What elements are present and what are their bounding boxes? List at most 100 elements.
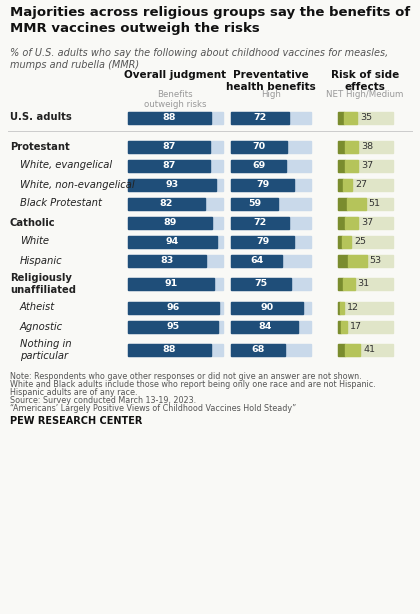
Text: White and Black adults include those who report being only one race and are not : White and Black adults include those who… xyxy=(10,380,376,389)
Bar xyxy=(338,344,345,356)
Bar xyxy=(341,321,347,333)
Bar xyxy=(128,321,223,333)
Bar xyxy=(338,141,393,152)
Bar xyxy=(231,179,294,190)
Bar xyxy=(338,112,393,123)
Bar xyxy=(338,141,345,152)
Text: Overall judgment: Overall judgment xyxy=(124,70,226,80)
Bar xyxy=(338,236,393,247)
Bar xyxy=(231,344,311,356)
Text: 69: 69 xyxy=(252,161,265,170)
Bar xyxy=(231,254,282,266)
Text: Catholic: Catholic xyxy=(10,217,55,228)
Bar xyxy=(128,321,218,333)
Text: 79: 79 xyxy=(256,237,269,246)
Text: High: High xyxy=(261,90,281,99)
Bar xyxy=(128,198,205,209)
Bar xyxy=(231,160,286,171)
Bar xyxy=(231,198,278,209)
Bar xyxy=(128,179,216,190)
Text: % of U.S. adults who say the following about childhood vaccines for measles,
mum: % of U.S. adults who say the following a… xyxy=(10,48,388,71)
Bar xyxy=(128,112,223,123)
Bar xyxy=(348,254,367,266)
Bar xyxy=(338,254,393,266)
Text: Atheist: Atheist xyxy=(20,303,55,313)
Text: 37: 37 xyxy=(361,161,373,170)
Text: 87: 87 xyxy=(162,161,176,170)
Text: 27: 27 xyxy=(355,180,368,189)
Text: 72: 72 xyxy=(253,113,266,122)
Bar xyxy=(338,278,393,290)
Text: 95: 95 xyxy=(166,322,179,331)
Bar xyxy=(128,344,223,356)
Bar xyxy=(231,236,311,247)
Bar xyxy=(338,160,345,171)
Bar xyxy=(231,141,311,152)
Bar xyxy=(338,217,345,228)
Bar xyxy=(231,179,311,190)
Text: 83: 83 xyxy=(160,256,173,265)
Bar xyxy=(345,141,358,152)
Bar xyxy=(338,344,393,356)
Text: 31: 31 xyxy=(357,279,370,289)
Text: 68: 68 xyxy=(252,346,265,354)
Bar xyxy=(344,112,357,123)
Bar xyxy=(338,321,341,333)
Text: Agnostic: Agnostic xyxy=(20,322,63,332)
Text: Religiously
unaffiliated: Religiously unaffiliated xyxy=(10,273,76,295)
Bar xyxy=(128,254,206,266)
Text: 75: 75 xyxy=(255,279,268,289)
Text: 84: 84 xyxy=(258,322,271,331)
Bar xyxy=(128,254,223,266)
Text: White, non-evangelical: White, non-evangelical xyxy=(20,179,135,190)
Bar xyxy=(338,179,343,190)
Bar xyxy=(345,344,360,356)
Bar xyxy=(338,198,347,209)
Bar xyxy=(344,278,354,290)
Bar xyxy=(231,236,294,247)
Bar xyxy=(231,112,311,123)
Text: 70: 70 xyxy=(252,142,265,151)
Bar xyxy=(340,301,344,314)
Text: 82: 82 xyxy=(160,199,173,208)
Bar xyxy=(128,301,223,314)
Text: Hispanic: Hispanic xyxy=(20,255,63,265)
Bar xyxy=(338,301,340,314)
Bar xyxy=(128,198,223,209)
Bar xyxy=(338,278,344,290)
Text: 35: 35 xyxy=(360,113,372,122)
Text: 12: 12 xyxy=(347,303,359,312)
Text: 88: 88 xyxy=(163,113,176,122)
Bar xyxy=(128,179,223,190)
Bar xyxy=(128,141,210,152)
Text: 38: 38 xyxy=(361,142,373,151)
Bar xyxy=(231,198,311,209)
Bar xyxy=(338,160,393,171)
Bar xyxy=(338,179,393,190)
Bar xyxy=(338,236,342,247)
Bar xyxy=(128,301,219,314)
Text: 96: 96 xyxy=(166,303,180,312)
Bar xyxy=(128,217,212,228)
Bar xyxy=(231,254,311,266)
Bar xyxy=(128,236,223,247)
Text: 93: 93 xyxy=(165,180,178,189)
Text: 25: 25 xyxy=(354,237,366,246)
Text: PEW RESEARCH CENTER: PEW RESEARCH CENTER xyxy=(10,416,142,426)
Bar xyxy=(342,236,351,247)
Bar xyxy=(347,198,365,209)
Text: 72: 72 xyxy=(253,218,266,227)
Text: White, evangelical: White, evangelical xyxy=(20,160,112,171)
Text: 37: 37 xyxy=(361,218,373,227)
Bar xyxy=(128,278,214,290)
Bar xyxy=(338,321,393,333)
Bar xyxy=(343,179,352,190)
Bar xyxy=(231,321,298,333)
Bar xyxy=(231,217,311,228)
Bar xyxy=(231,278,291,290)
Text: Majorities across religious groups say the benefits of
MMR vaccines outweigh the: Majorities across religious groups say t… xyxy=(10,6,410,35)
Bar xyxy=(128,236,217,247)
Text: 64: 64 xyxy=(250,256,263,265)
Bar xyxy=(345,217,358,228)
Text: White: White xyxy=(20,236,49,246)
